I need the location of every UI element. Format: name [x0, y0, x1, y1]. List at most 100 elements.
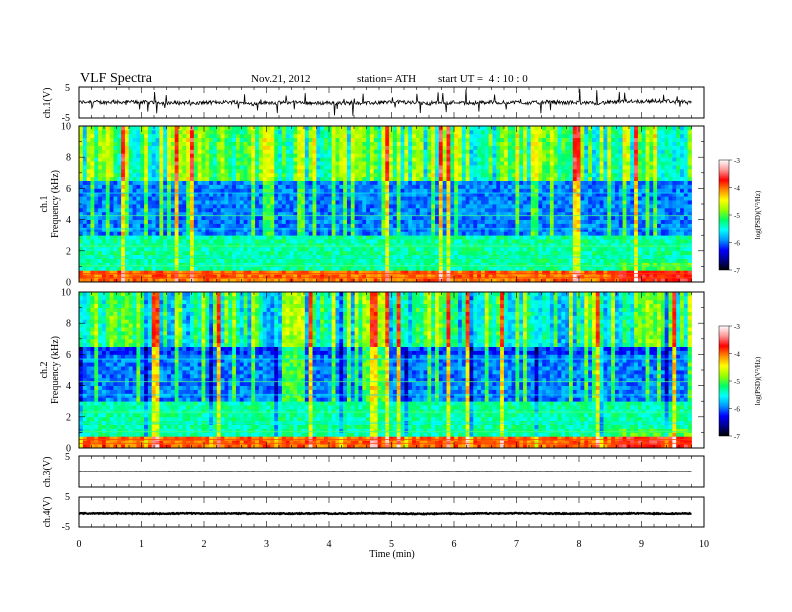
spectrogram-cell: [82, 266, 88, 271]
spectrogram-cell: [366, 176, 371, 181]
spectrogram-cell: [163, 274, 168, 279]
spectrogram-cell: [480, 168, 486, 174]
spectrogram-cell: [251, 219, 256, 224]
spectrogram-cell: [676, 204, 681, 209]
spectrogram-cell: [480, 207, 486, 213]
spectrogram-cell: [611, 180, 616, 185]
spectrogram-cell: [109, 231, 114, 236]
spectrogram-cell: [255, 211, 260, 217]
spectrogram-cell: [232, 211, 237, 217]
spectrogram-cell: [396, 165, 401, 170]
spectrogram-cell: [369, 278, 375, 283]
spectrogram-cell: [446, 274, 451, 279]
spectrogram-cell: [266, 165, 271, 170]
spectrogram-cell: [626, 227, 631, 232]
spectrogram-cell: [496, 239, 501, 244]
spectrogram-cell: [588, 258, 593, 263]
spectrogram-cell: [523, 262, 528, 267]
spectrogram-cell: [117, 239, 122, 244]
spectrogram-cell: [201, 165, 206, 170]
spectrogram-cell: [113, 227, 118, 232]
spectrogram-cell: [90, 192, 95, 197]
spectrogram-cell: [641, 196, 646, 201]
spectrogram-cell: [611, 231, 616, 236]
spectrogram-cell: [412, 219, 417, 224]
spectrogram-cell: [412, 266, 417, 271]
spectrogram-cell: [366, 274, 371, 279]
spectrogram-cell: [687, 168, 692, 174]
spectrogram-cell: [668, 223, 673, 228]
spectrogram-cell: [408, 165, 413, 170]
spectrogram-cell: [327, 231, 333, 236]
spectrogram-cell: [423, 180, 428, 185]
spectrogram-cell: [140, 235, 145, 240]
spectrogram-cell: [293, 266, 298, 271]
spectrogram-cell: [278, 262, 283, 267]
spectrogram-cell: [224, 207, 229, 213]
spectrogram-cell: [170, 188, 176, 193]
spectrogram-cell: [473, 270, 478, 275]
spectrogram-cell: [324, 227, 329, 232]
spectrogram-cell: [197, 270, 202, 275]
spectrogram-cell: [140, 204, 145, 209]
spectrogram-cell: [488, 243, 493, 248]
spectrogram-cell: [557, 250, 562, 256]
spectrogram-cell: [687, 270, 692, 275]
spectrogram-cell: [412, 180, 417, 185]
spectrogram-cell: [496, 180, 501, 185]
spectrogram-cell: [634, 227, 639, 232]
spectrogram-cell: [408, 235, 413, 240]
spectrogram-cell: [155, 235, 160, 240]
spectrogram-cell: [159, 278, 164, 283]
spectrogram-cell: [220, 165, 225, 170]
spectrogram-cell: [611, 258, 616, 263]
spectrogram-cell: [159, 223, 164, 228]
spectrogram-cell: [595, 200, 601, 205]
spectrogram-cell: [331, 215, 336, 220]
spectrogram-cell: [331, 274, 336, 279]
spectrogram-cell: [255, 204, 260, 209]
spectrogram-cell: [538, 165, 543, 170]
spectrogram-cell: [507, 176, 512, 181]
spectrogram-cell: [465, 219, 470, 224]
spectrogram-cell: [614, 270, 620, 275]
spectrogram-cell: [454, 176, 459, 181]
spectrogram-cell: [79, 270, 84, 275]
spectrogram-cell: [626, 274, 631, 279]
spectrogram-cell: [140, 207, 145, 213]
spectrogram-cell: [588, 266, 593, 271]
spectrogram-cell: [278, 196, 283, 201]
spectrogram-cell: [239, 184, 245, 189]
spectrogram-cell: [262, 215, 267, 220]
spectrogram-cell: [607, 250, 612, 256]
spectrogram-cell: [124, 239, 130, 244]
spectrogram-cell: [239, 211, 245, 217]
spectrogram-cell: [683, 176, 689, 181]
spectrogram-cell: [446, 278, 451, 283]
spectrogram-cell: [297, 165, 302, 170]
spectrogram-cell: [301, 250, 306, 256]
spectrogram-cell: [480, 172, 486, 178]
spectrogram-cell: [657, 262, 662, 267]
spectrogram-cell: [350, 172, 356, 178]
spectrogram-cell: [343, 246, 348, 252]
spectrogram-cell: [465, 250, 470, 256]
spectrogram-cell: [262, 204, 267, 209]
spectrogram-cell: [419, 250, 424, 256]
spectrogram-cell: [542, 223, 547, 228]
spectrogram-cell: [668, 266, 673, 271]
spectrogram-cell: [404, 223, 409, 228]
spectrogram-cell: [553, 235, 558, 240]
spectrogram-cell: [297, 161, 302, 166]
spectrogram-cell: [484, 188, 490, 193]
spectrogram-cell: [293, 250, 298, 256]
spectrogram-cell: [297, 246, 302, 252]
spectrogram-cell: [465, 192, 470, 197]
spectrogram-cell: [511, 176, 516, 181]
spectrogram-cell: [190, 196, 195, 201]
spectrogram-cell: [599, 180, 604, 185]
spectrogram-cell: [377, 250, 382, 256]
spectrogram-cell: [431, 223, 436, 228]
spectrogram-cell: [350, 165, 356, 170]
spectrogram-cell: [212, 172, 218, 178]
